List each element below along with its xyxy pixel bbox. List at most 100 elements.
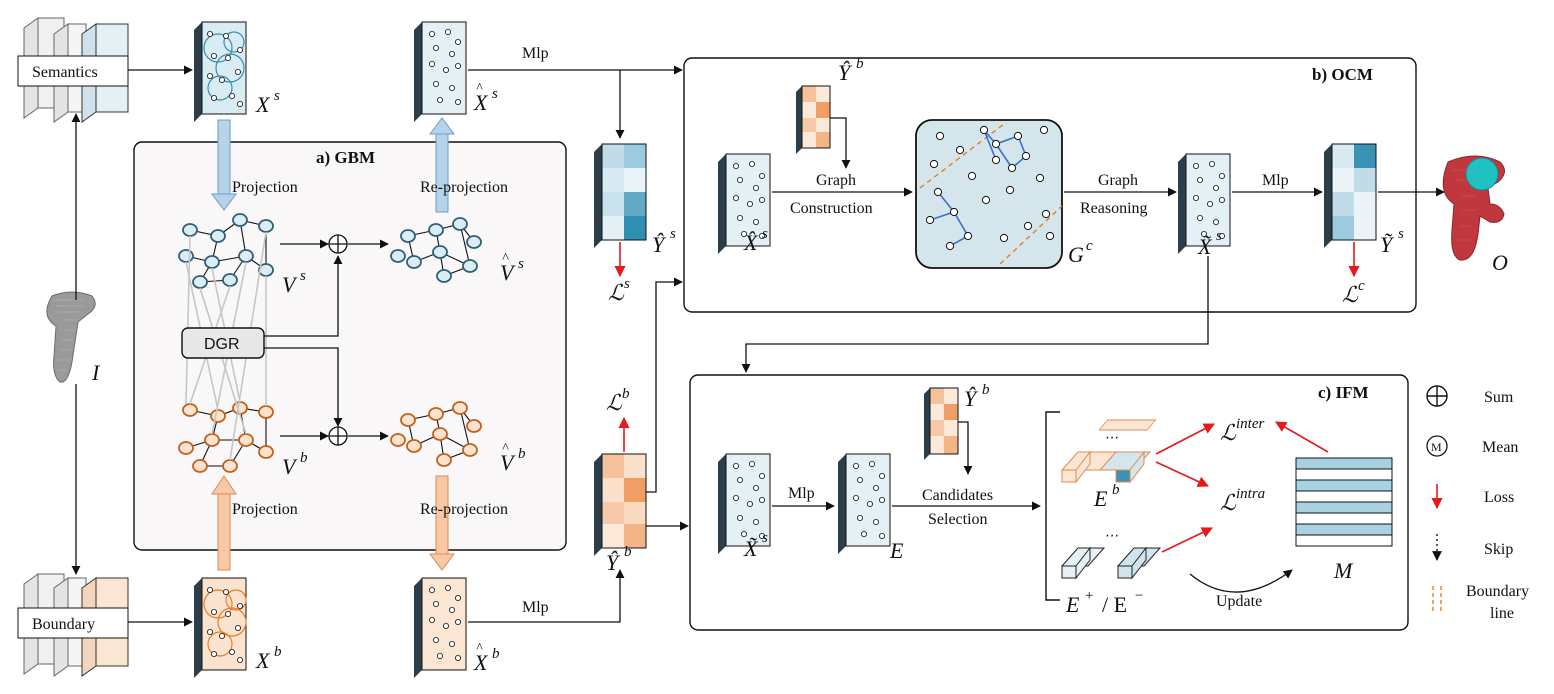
legend-sum-label: Sum bbox=[1484, 389, 1514, 406]
semantics-label-box bbox=[17, 55, 129, 87]
graph-vhat-s bbox=[390, 217, 482, 283]
svg-text:b: b bbox=[624, 544, 632, 560]
reprojection-arrow-orange bbox=[429, 475, 455, 571]
legend-boundary-label-2: line bbox=[1490, 605, 1514, 622]
svg-text:X̃: X̃ bbox=[1197, 234, 1213, 259]
svg-text:s: s bbox=[1216, 228, 1222, 244]
svg-text:Ỹ: Ỹ bbox=[1380, 232, 1395, 257]
svg-text:M: M bbox=[1431, 440, 1442, 454]
svg-text:s: s bbox=[670, 226, 676, 242]
svg-text:s: s bbox=[1398, 226, 1404, 242]
ytilde-s-prediction-map bbox=[1324, 143, 1377, 248]
svg-text:s: s bbox=[624, 276, 630, 292]
legend-sum-icon bbox=[1426, 385, 1448, 407]
ocm-yhat-b-map bbox=[796, 85, 831, 154]
svg-text:b: b bbox=[1112, 482, 1120, 498]
svg-text:s: s bbox=[518, 256, 524, 272]
candidate-bracket bbox=[1045, 411, 1060, 601]
gbm-box bbox=[133, 141, 567, 551]
boundary-label-box bbox=[17, 607, 129, 639]
reprojection-label-top: Re-projection bbox=[420, 179, 508, 196]
legend-mean-label: Mean bbox=[1482, 439, 1518, 456]
yhat-s-prediction-map bbox=[594, 143, 647, 248]
vhat-s-symbol: V bbox=[500, 260, 516, 285]
gc-symbol: G bbox=[1068, 242, 1084, 267]
construction-label: Construction bbox=[790, 200, 873, 217]
m-symbol: M bbox=[1333, 558, 1354, 583]
projection-arrow-blue bbox=[211, 119, 237, 211]
boundary-label: Boundary bbox=[32, 616, 95, 633]
mlp-label-top: Mlp bbox=[522, 45, 549, 62]
epm-embeddings bbox=[1060, 546, 1162, 580]
gbm-title: a) GBM bbox=[316, 148, 375, 167]
svg-text:+: + bbox=[1084, 588, 1094, 604]
projection-arrow-orange bbox=[211, 475, 237, 571]
output-point-cloud bbox=[1442, 155, 1505, 261]
ifm-title: c) IFM bbox=[1318, 383, 1369, 402]
xb-feature-map bbox=[194, 577, 247, 678]
svg-text:s: s bbox=[274, 88, 280, 104]
mlp-label-ocm: Mlp bbox=[1262, 172, 1289, 189]
svg-text:b: b bbox=[518, 446, 526, 462]
svg-text:b: b bbox=[622, 386, 630, 402]
gc-graph-panel bbox=[915, 119, 1063, 269]
ocm-title: b) OCM bbox=[1312, 65, 1373, 84]
loss-inter-symbol: ℒ bbox=[1220, 420, 1237, 445]
reasoning-label: Reasoning bbox=[1080, 200, 1148, 217]
svg-text:s: s bbox=[492, 86, 498, 102]
xhat-b-feature-map bbox=[414, 577, 467, 678]
ocm-xhat-s-map bbox=[718, 153, 771, 254]
input-symbol: I bbox=[91, 360, 101, 385]
xs-symbol: X bbox=[255, 92, 271, 117]
semantics-label: Semantics bbox=[32, 64, 98, 81]
reprojection-label-bottom: Re-projection bbox=[420, 501, 508, 518]
memory-bank bbox=[1295, 457, 1393, 547]
eb-symbol: E bbox=[1093, 486, 1108, 511]
eb-embeddings bbox=[1060, 419, 1157, 484]
legend: Sum M Mean Loss Skip Boundary line bbox=[1426, 385, 1529, 622]
dgr-box bbox=[181, 327, 265, 359]
svg-text:⋯: ⋯ bbox=[1104, 431, 1118, 446]
svg-text:^: ^ bbox=[476, 641, 483, 656]
dgr-label: DGR bbox=[204, 336, 240, 353]
svg-text:−: − bbox=[1134, 588, 1144, 604]
svg-text:inter: inter bbox=[1236, 416, 1264, 432]
svg-text:^: ^ bbox=[476, 81, 483, 96]
output-symbol: O bbox=[1492, 250, 1508, 275]
yhat-b-prediction-map bbox=[594, 453, 647, 556]
loss-c-symbol: ℒ bbox=[1342, 282, 1359, 307]
vhat-b-symbol: V bbox=[500, 450, 516, 475]
svg-text:⋯: ⋯ bbox=[1104, 529, 1118, 544]
xhat-s-feature-map bbox=[414, 21, 467, 122]
svg-text:c: c bbox=[1086, 238, 1093, 254]
svg-text:s: s bbox=[300, 268, 306, 284]
ifm-xtilde-s-map bbox=[718, 453, 771, 554]
svg-text:b: b bbox=[274, 644, 282, 660]
legend-boundary-line-icon bbox=[1432, 586, 1442, 612]
projection-label-bottom: Projection bbox=[232, 501, 298, 518]
svg-text:Ŷ: Ŷ bbox=[838, 60, 853, 85]
svg-text:b: b bbox=[856, 56, 864, 72]
mlp-label-ifm: Mlp bbox=[788, 485, 815, 502]
vb-symbol: V bbox=[282, 454, 298, 479]
candidates-label: Candidates bbox=[922, 487, 993, 504]
svg-text:^: ^ bbox=[502, 441, 509, 456]
legend-loss-label: Loss bbox=[1484, 489, 1514, 506]
svg-text:b: b bbox=[982, 382, 990, 398]
graph-vb bbox=[178, 401, 274, 473]
loss-b-symbol: ℒ bbox=[606, 390, 623, 415]
loss-intra-symbol: ℒ bbox=[1220, 490, 1237, 515]
xhat-b-symbol: X bbox=[473, 650, 489, 675]
ifm-yhat-b-map bbox=[924, 387, 959, 460]
legend-skip-label: Skip bbox=[1484, 541, 1513, 558]
epm-symbol: E bbox=[1065, 592, 1080, 617]
projection-label-top: Projection bbox=[232, 179, 298, 196]
input-point-cloud bbox=[46, 291, 96, 383]
xb-symbol: X bbox=[255, 648, 271, 673]
sum-op-top bbox=[328, 234, 348, 254]
svg-text:Ŷ: Ŷ bbox=[652, 232, 667, 257]
svg-text:Ŷ: Ŷ bbox=[606, 550, 621, 575]
update-label: Update bbox=[1216, 593, 1262, 610]
graph-label-1: Graph bbox=[816, 172, 856, 189]
